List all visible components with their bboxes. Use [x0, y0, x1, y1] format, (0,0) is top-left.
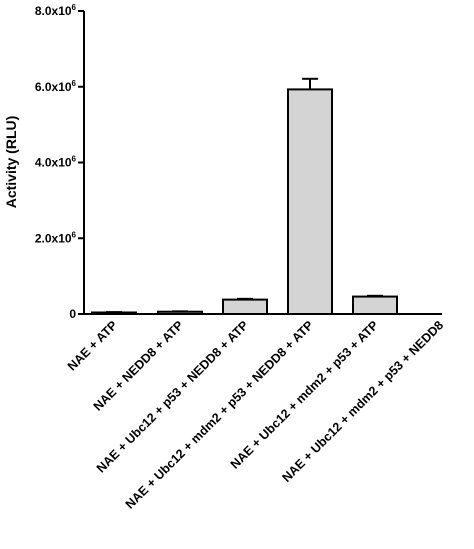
bars: [91, 88, 398, 316]
y-tick-label: 0: [69, 307, 76, 321]
error-bars: [106, 77, 383, 314]
y-axis-label: Activity (RLU): [3, 116, 19, 209]
bar: [287, 88, 333, 316]
y-tick-label: 8.0x106: [35, 3, 77, 18]
x-tick-label: NAE + ATP: [65, 318, 120, 373]
bar: [352, 295, 398, 316]
y-tick-label: 4.0x106: [35, 155, 77, 170]
x-tick-label: NAE + Ubc12 + mdm2 + p53 + ATP: [228, 318, 381, 471]
bar: [222, 298, 268, 316]
y-ticks: 0 2.0x106 4.0x106 6.0x106 8.0x106: [35, 3, 84, 321]
axes: [83, 11, 442, 315]
y-tick-label: 2.0x106: [35, 230, 77, 245]
y-tick-label: 6.0x106: [35, 79, 77, 94]
